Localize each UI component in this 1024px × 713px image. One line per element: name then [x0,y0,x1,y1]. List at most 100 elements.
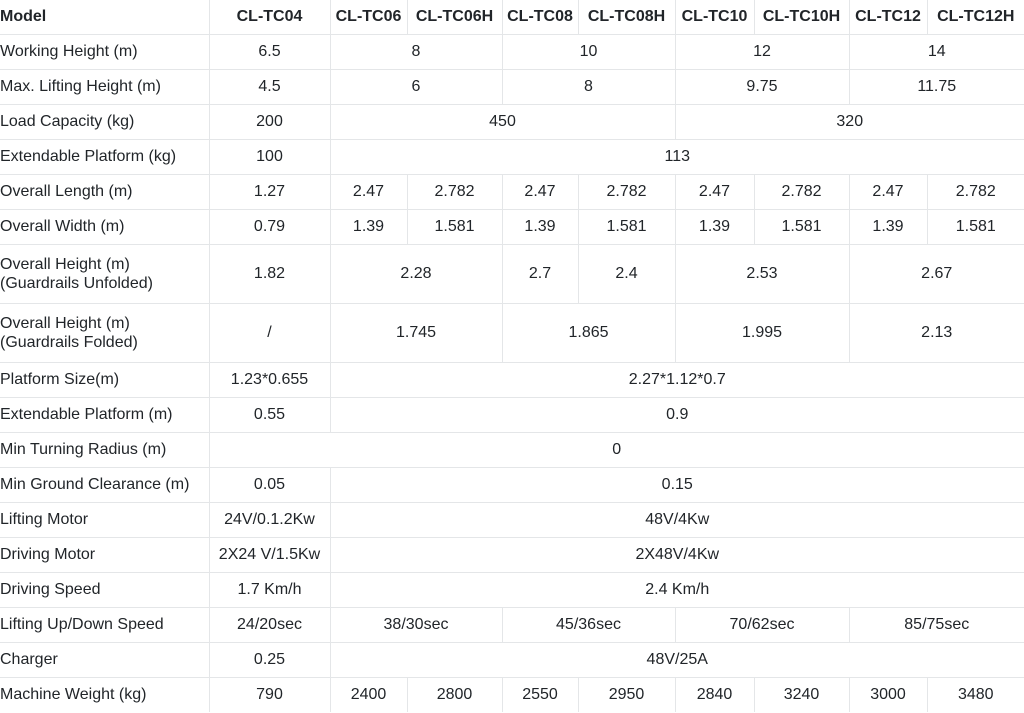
spec-value: 70/62sec [674,606,850,643]
row-label: Overall Length (m) [0,173,210,210]
spec-value: 14 [848,33,1024,70]
spec-value: 38/30sec [329,606,503,643]
table-row: Max. Lifting Height (m) 4.5 6 8 9.75 11.75 [0,68,1024,105]
column-header-cl-tc08: CL-TC08 [501,0,579,35]
table-row: Machine Weight (kg) 790 2400 2800 2550 2950 28… [0,676,1024,713]
row-label: Min Turning Radius (m) [0,431,210,468]
spec-value: 1.39 [674,208,755,245]
table-row: Load Capacity (kg) 200 450 320 [0,103,1024,140]
spec-value: 320 [674,103,1024,140]
spec-value: 2950 [577,676,676,713]
row-label: Platform Size(m) [0,361,210,398]
spec-value: 1.745 [329,302,503,363]
table-row: Working Height (m) 6.5 8 10 12 14 [0,33,1024,70]
row-label: Lifting Up/Down Speed [0,606,210,643]
row-label: Min Ground Clearance (m) [0,466,210,503]
table-row: Overall Width (m) 0.79 1.39 1.581 1.39 1.581 1… [0,208,1024,245]
spec-value: 24/20sec [208,606,331,643]
spec-value: 12 [674,33,850,70]
column-header-cl-tc08h: CL-TC08H [577,0,676,35]
spec-value: 1.581 [753,208,850,245]
spec-value: 2.782 [926,173,1024,210]
spec-value: 2.7 [501,243,579,304]
spec-value: 85/75sec [848,606,1024,643]
table-row: Min Turning Radius (m) 0 [0,431,1024,468]
spec-value: 1.581 [577,208,676,245]
spec-value: 0.55 [208,396,331,433]
row-label: Overall Width (m) [0,208,210,245]
table-row: Driving Speed 1.7 Km/h 2.4 Km/h [0,571,1024,608]
spec-value: 10 [501,33,676,70]
column-header-cl-tc10h: CL-TC10H [753,0,850,35]
table-row: Driving Motor 2X24 V/1.5Kw 2X48V/4Kw [0,536,1024,573]
column-header-cl-tc12h: CL-TC12H [926,0,1024,35]
spec-value: 790 [208,676,331,713]
column-header-cl-tc06h: CL-TC06H [406,0,503,35]
table-row: Overall Height (m) (Guardrails Folded)/1.… [0,302,1024,363]
table-row: Extendable Platform (m) 0.55 0.9 [0,396,1024,433]
table-row: Platform Size(m) 1.23*0.655 2.27*1.12*0.7 [0,361,1024,398]
row-label: Driving Speed [0,571,210,608]
spec-value: 200 [208,103,331,140]
spec-value: 2X24 V/1.5Kw [208,536,331,573]
row-label: Charger [0,641,210,678]
spec-value: 8 [329,33,503,70]
spec-value: 2.27*1.12*0.7 [329,361,1024,398]
row-label: Extendable Platform (kg) [0,138,210,175]
spec-value: 113 [329,138,1024,175]
spec-value: 45/36sec [501,606,676,643]
spec-value: 48V/25A [329,641,1024,678]
spec-value: 1.995 [674,302,850,363]
spec-value: 100 [208,138,331,175]
spec-value: 450 [329,103,676,140]
spec-value: 9.75 [674,68,850,105]
spec-value: 2800 [406,676,503,713]
column-header-cl-tc06: CL-TC06 [329,0,408,35]
column-header-cl-tc04: CL-TC04 [208,0,331,35]
spec-value: 2.53 [674,243,850,304]
spec-value: 2400 [329,676,408,713]
column-header-cl-tc10: CL-TC10 [674,0,755,35]
spec-value: 1.581 [406,208,503,245]
spec-value: 3000 [848,676,928,713]
spec-value: 2.67 [848,243,1024,304]
row-label: Max. Lifting Height (m) [0,68,210,105]
row-label: Overall Height (m) (Guardrails Folded) [0,302,210,363]
row-label: Driving Motor [0,536,210,573]
spec-value: 6 [329,68,503,105]
row-label: Overall Height (m) (Guardrails Unfolded) [0,243,210,304]
table-row: Overall Length (m) 1.27 2.47 2.782 2.47 2.782… [0,173,1024,210]
spec-value: 3480 [926,676,1024,713]
spec-value: 1.27 [208,173,331,210]
spec-value: 2.28 [329,243,503,304]
spec-value: 1.23*0.655 [208,361,331,398]
header-row: Model CL-TC04 CL-TC06 CL-TC06H CL-TC08 CL-TC0… [0,0,1024,35]
spec-value: 2X48V/4Kw [329,536,1024,573]
table-row: Overall Height (m) (Guardrails Unfolded) 1… [0,243,1024,304]
spec-value: 2.782 [753,173,850,210]
row-label: Lifting Motor [0,501,210,538]
spec-value: 11.75 [848,68,1024,105]
spec-value: 0 [208,431,1024,468]
row-label: Working Height (m) [0,33,210,70]
spec-value: 1.39 [848,208,928,245]
table-row: Lifting Motor 24V/0.1.2Kw 48V/4Kw [0,501,1024,538]
spec-value: 3240 [753,676,850,713]
model-column-header: Model [0,0,210,35]
row-label: Machine Weight (kg) [0,676,210,713]
table-row: Lifting Up/Down Speed 24/20sec 38/30sec 45/… [0,606,1024,643]
spec-value: 48V/4Kw [329,501,1024,538]
table-row: Min Ground Clearance (m) 0.05 0.15 [0,466,1024,503]
spec-value: 0.25 [208,641,331,678]
spec-value: 2.4 [577,243,676,304]
spec-value: 2.47 [848,173,928,210]
spec-value: 2.782 [406,173,503,210]
spec-value: 0.79 [208,208,331,245]
spec-value: 2.47 [674,173,755,210]
spec-value: / [208,302,331,363]
spec-value: 1.82 [208,243,331,304]
row-label: Load Capacity (kg) [0,103,210,140]
table-row: Charger 0.25 48V/25A [0,641,1024,678]
spec-value: 1.581 [926,208,1024,245]
